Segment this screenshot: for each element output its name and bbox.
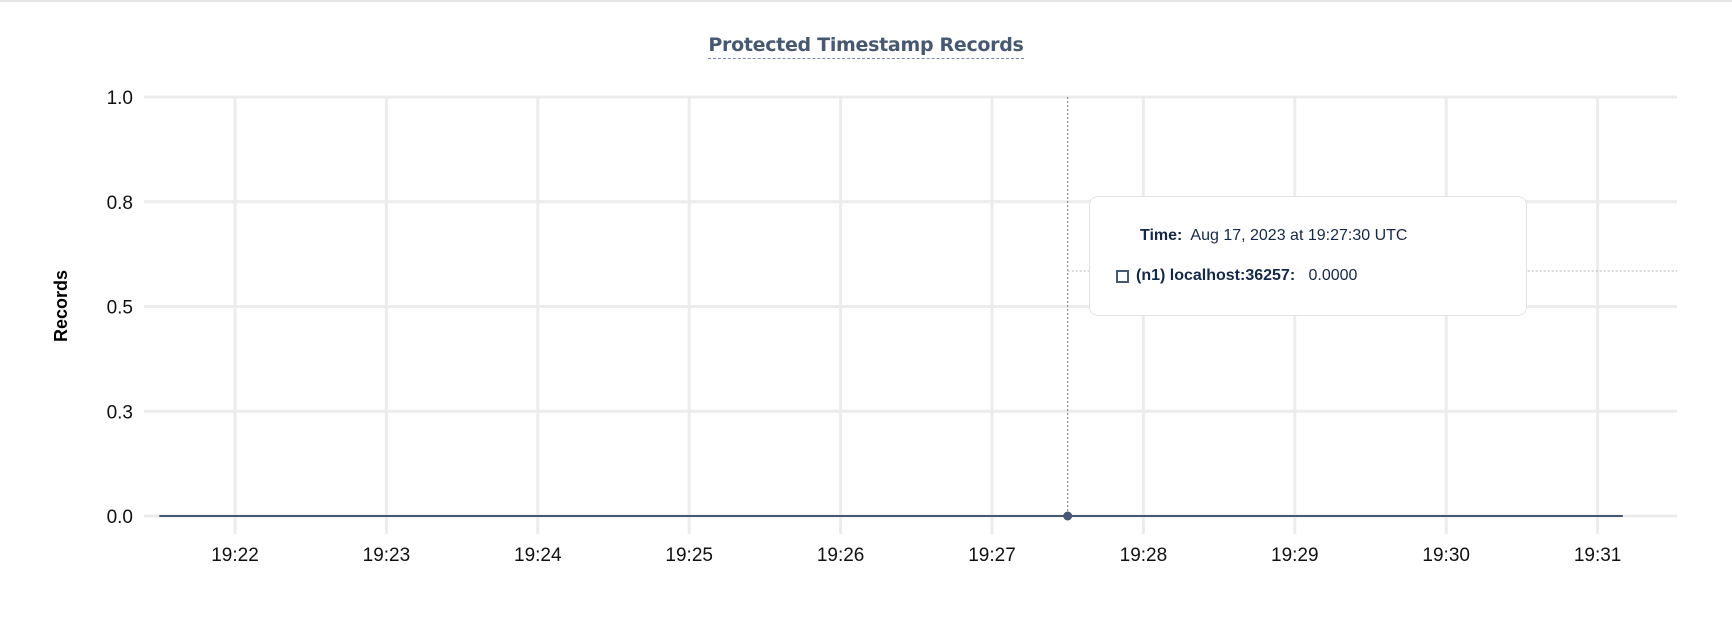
x-tick-label: 19:27: [968, 545, 1016, 566]
tooltip: Time: Aug 17, 2023 at 19:27:30 UTC (n1) …: [1089, 196, 1527, 316]
x-tick-label: 19:22: [211, 545, 259, 566]
tooltip-time-value: Aug 17, 2023 at 19:27:30 UTC: [1190, 227, 1408, 244]
series-swatch-icon: [1116, 270, 1129, 283]
x-tick-label: 19:25: [665, 545, 713, 566]
y-tick-label: 1.0: [107, 88, 133, 109]
x-tick-label: 19:26: [817, 545, 865, 566]
tooltip-series-label: (n1) localhost:36257:: [1136, 267, 1296, 284]
x-tick-label: 19:30: [1422, 545, 1470, 566]
y-tick-label: 0.5: [107, 298, 133, 319]
x-axis: 19:22 19:23 19:24 19:25 19:26 19:27 19:28 19:29…: [211, 545, 1621, 566]
hover-point: [1063, 511, 1073, 521]
y-axis: 0.0 0.3 0.5 0.8 1.0: [107, 88, 133, 528]
x-tick-label: 19:29: [1271, 545, 1319, 566]
panel-border: [0, 0, 1732, 2]
tooltip-series-value: 0.0000: [1308, 267, 1358, 284]
x-tick-label: 19:28: [1120, 545, 1168, 566]
x-tick-label: 19:31: [1574, 545, 1622, 566]
y-tick-label: 0.8: [107, 193, 133, 214]
tooltip-time-label: Time:: [1140, 227, 1183, 244]
y-axis-label: Records: [51, 270, 71, 342]
x-tick-label: 19:24: [514, 545, 562, 566]
y-tick-label: 0.0: [107, 507, 133, 528]
chart-title-container: Protected Timestamp Records: [0, 34, 1732, 59]
chart-title[interactable]: Protected Timestamp Records: [708, 34, 1024, 59]
y-tick-label: 0.3: [107, 402, 133, 423]
x-tick-label: 19:23: [363, 545, 411, 566]
